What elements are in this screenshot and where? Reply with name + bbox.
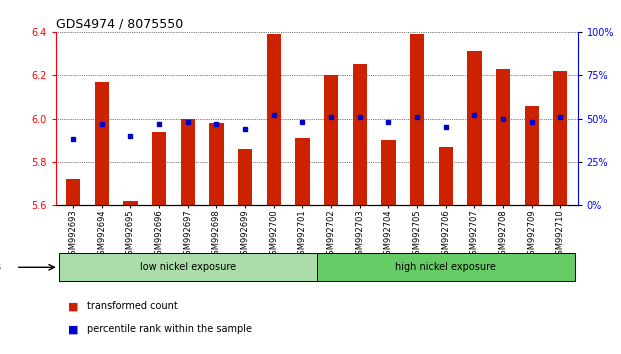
- Bar: [295, 138, 309, 205]
- Text: ■: ■: [68, 301, 79, 311]
- Bar: [324, 75, 338, 205]
- Bar: [238, 149, 252, 205]
- Bar: [66, 179, 80, 205]
- Text: transformed count: transformed count: [87, 301, 178, 311]
- Text: GDS4974 / 8075550: GDS4974 / 8075550: [56, 18, 183, 31]
- Bar: [181, 119, 195, 205]
- Text: low nickel exposure: low nickel exposure: [140, 262, 236, 272]
- Bar: [353, 64, 367, 205]
- Text: stress: stress: [0, 262, 1, 272]
- Bar: [496, 69, 510, 205]
- Text: ■: ■: [68, 324, 79, 334]
- Bar: [59, 253, 317, 281]
- Bar: [553, 71, 568, 205]
- Bar: [266, 34, 281, 205]
- Text: high nickel exposure: high nickel exposure: [395, 262, 496, 272]
- Bar: [317, 253, 574, 281]
- Bar: [381, 140, 396, 205]
- Bar: [525, 105, 539, 205]
- Bar: [410, 34, 424, 205]
- Bar: [152, 132, 166, 205]
- Text: percentile rank within the sample: percentile rank within the sample: [87, 324, 252, 334]
- Bar: [123, 201, 138, 205]
- Bar: [438, 147, 453, 205]
- Bar: [467, 51, 481, 205]
- Bar: [94, 82, 109, 205]
- Bar: [209, 123, 224, 205]
